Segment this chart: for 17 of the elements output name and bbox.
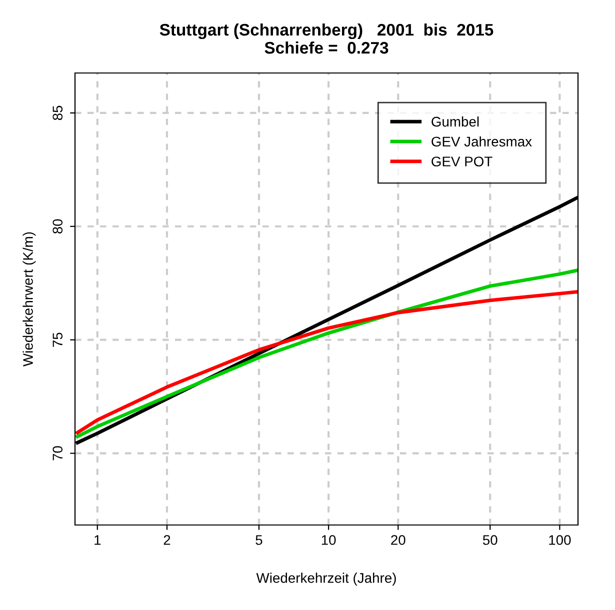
y-tick-label: 70 (52, 446, 63, 460)
x-tick-label: 100 (549, 535, 571, 545)
y-tick-label: 85 (52, 106, 63, 120)
x-tick-label: 50 (482, 535, 498, 545)
y-tick-label: 75 (52, 332, 63, 347)
x-tick-label: 20 (391, 535, 406, 545)
x-tick-label: 2 (164, 535, 170, 545)
legend-label: Gumbel (432, 116, 479, 127)
chart-title: Stuttgart (Schnarrenberg) 2001 bis 2015 Schiefe = 0.273 (160, 23, 494, 54)
y-axis-title: Wiederkehrwert (K/m) (22, 232, 36, 366)
legend-label: GEV Jahresmax (432, 136, 532, 147)
x-tick-label: 10 (322, 535, 336, 545)
x-tick-label: 5 (256, 535, 262, 545)
x-axis-title: Wiederkehrzeit (Jahre) (256, 572, 396, 586)
y-tick-label: 80 (52, 219, 63, 234)
x-tick-label: 1 (94, 535, 101, 545)
legend-label: GEV POT (432, 156, 492, 166)
